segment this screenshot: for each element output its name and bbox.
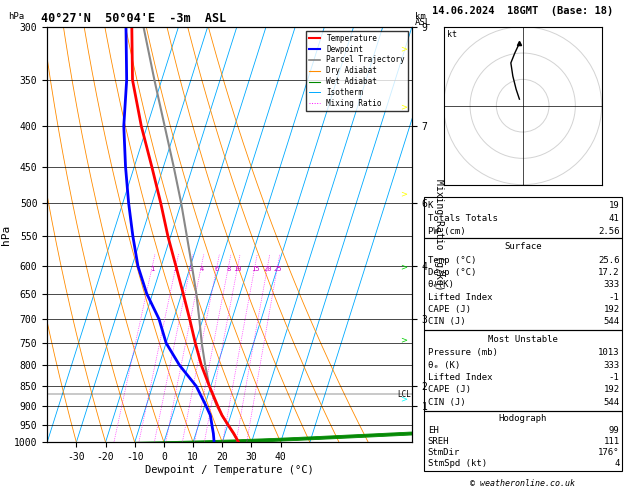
Text: θₑ(K): θₑ(K) <box>428 280 455 290</box>
Text: 176°: 176° <box>598 448 620 457</box>
Text: CAPE (J): CAPE (J) <box>428 385 470 394</box>
Text: >: > <box>400 263 407 272</box>
Text: 333: 333 <box>604 280 620 290</box>
Text: PW (cm): PW (cm) <box>428 227 465 236</box>
Text: EH: EH <box>428 426 438 435</box>
Text: SREH: SREH <box>428 437 449 446</box>
Text: 333: 333 <box>604 361 620 369</box>
Text: >: > <box>400 44 407 53</box>
Text: Lifted Index: Lifted Index <box>428 373 493 382</box>
Text: Lifted Index: Lifted Index <box>428 293 493 302</box>
Y-axis label: hPa: hPa <box>1 225 11 244</box>
Text: CAPE (J): CAPE (J) <box>428 305 470 314</box>
Text: 4: 4 <box>615 459 620 468</box>
Text: 4: 4 <box>199 266 204 272</box>
Text: 15: 15 <box>251 266 259 272</box>
Text: K: K <box>428 201 433 210</box>
Text: 2: 2 <box>174 266 178 272</box>
Text: >: > <box>400 190 407 199</box>
Y-axis label: Mixing Ratio (g/kg): Mixing Ratio (g/kg) <box>434 179 444 290</box>
Text: 544: 544 <box>604 317 620 327</box>
Text: kt: kt <box>447 30 457 38</box>
Bar <box>424 411 621 471</box>
Text: 14.06.2024  18GMT  (Base: 18): 14.06.2024 18GMT (Base: 18) <box>432 6 613 16</box>
Text: 41: 41 <box>609 214 620 223</box>
Text: Temp (°C): Temp (°C) <box>428 256 476 265</box>
Text: 3: 3 <box>189 266 192 272</box>
Text: 19: 19 <box>609 201 620 210</box>
Bar <box>424 330 621 411</box>
Text: Surface: Surface <box>504 242 542 251</box>
Text: -1: -1 <box>609 373 620 382</box>
Text: >: > <box>400 336 407 345</box>
Text: 17.2: 17.2 <box>598 268 620 277</box>
Text: 40°27'N  50°04'E  -3m  ASL: 40°27'N 50°04'E -3m ASL <box>41 12 226 25</box>
Text: LCL: LCL <box>398 390 411 399</box>
Text: CIN (J): CIN (J) <box>428 398 465 406</box>
Text: 20: 20 <box>264 266 272 272</box>
Text: CIN (J): CIN (J) <box>428 317 465 327</box>
Text: 111: 111 <box>604 437 620 446</box>
X-axis label: Dewpoint / Temperature (°C): Dewpoint / Temperature (°C) <box>145 465 314 475</box>
Text: 10: 10 <box>233 266 242 272</box>
Text: 8: 8 <box>226 266 231 272</box>
Text: 25: 25 <box>274 266 282 272</box>
Text: © weatheronline.co.uk: © weatheronline.co.uk <box>470 479 575 486</box>
Text: Pressure (mb): Pressure (mb) <box>428 348 498 357</box>
Text: 6: 6 <box>215 266 219 272</box>
Text: 2.56: 2.56 <box>598 227 620 236</box>
Text: 1013: 1013 <box>598 348 620 357</box>
Text: 25.6: 25.6 <box>598 256 620 265</box>
Text: 192: 192 <box>604 385 620 394</box>
Text: θₑ (K): θₑ (K) <box>428 361 460 369</box>
Text: 1: 1 <box>150 266 155 272</box>
Text: Dewp (°C): Dewp (°C) <box>428 268 476 277</box>
Text: 544: 544 <box>604 398 620 406</box>
Text: ASL: ASL <box>415 18 431 27</box>
Text: Most Unstable: Most Unstable <box>487 335 558 344</box>
Text: StmSpd (kt): StmSpd (kt) <box>428 459 487 468</box>
Text: Totals Totals: Totals Totals <box>428 214 498 223</box>
Text: >: > <box>400 103 407 111</box>
Text: Hodograph: Hodograph <box>499 414 547 423</box>
Text: StmDir: StmDir <box>428 448 460 457</box>
Text: 99: 99 <box>609 426 620 435</box>
Text: 192: 192 <box>604 305 620 314</box>
Text: -1: -1 <box>609 293 620 302</box>
Bar <box>424 197 621 238</box>
Legend: Temperature, Dewpoint, Parcel Trajectory, Dry Adiabat, Wet Adiabat, Isotherm, Mi: Temperature, Dewpoint, Parcel Trajectory… <box>306 31 408 111</box>
Text: >: > <box>400 394 407 403</box>
Bar <box>424 238 621 330</box>
Text: hPa: hPa <box>8 12 25 21</box>
Text: km: km <box>415 12 426 21</box>
